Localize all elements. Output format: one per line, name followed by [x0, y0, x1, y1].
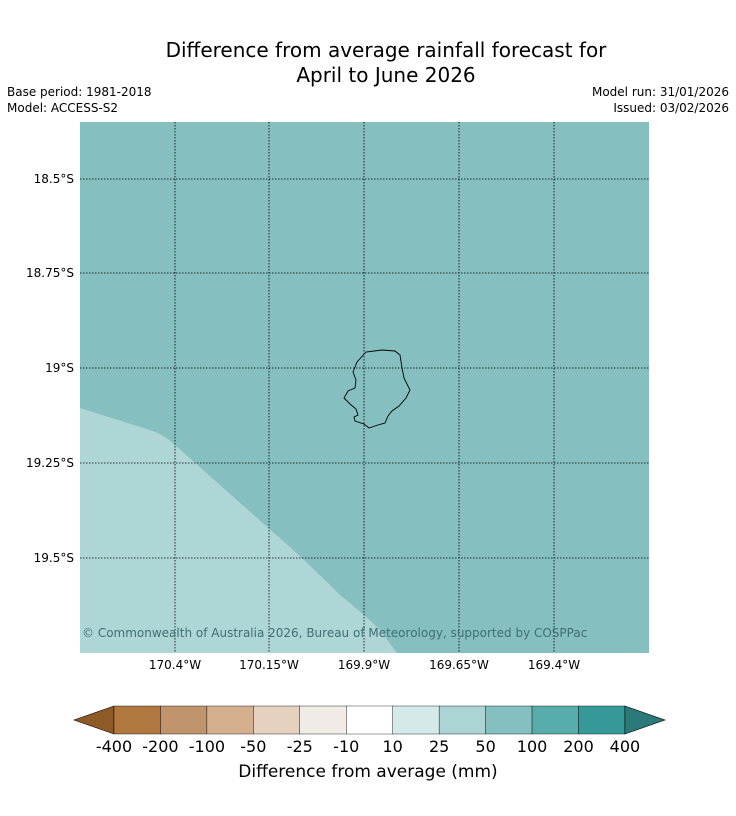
lat-label-4: 19.25°S — [26, 456, 74, 470]
colorbar-segment — [299, 705, 347, 735]
colorbar-segment — [485, 705, 533, 735]
colorbar — [73, 705, 666, 735]
colorbar-tick-label: -100 — [188, 737, 226, 756]
lower-left-region — [80, 408, 397, 653]
colorbar-segment — [531, 705, 579, 735]
colorbar-tick-label: -10 — [333, 737, 360, 756]
title-line-2: April to June 2026 — [296, 63, 476, 87]
lon-label-5: 169.4°W — [527, 658, 581, 672]
colorbar-tick-label: 200 — [563, 737, 594, 756]
issued-date: Issued: 03/02/2026 — [613, 101, 729, 115]
lon-label-3: 169.9°W — [337, 658, 391, 672]
model-run: Model run: 31/01/2026 — [591, 85, 729, 99]
colorbar-extend-low — [73, 705, 115, 735]
gridlines — [80, 122, 649, 653]
colorbar-tick-label: -25 — [286, 737, 313, 756]
base-period: Base period: 1981-2018 — [7, 85, 152, 99]
colorbar-tick-label: -400 — [95, 737, 133, 756]
colorbar-segment — [438, 705, 486, 735]
copyright-notice: © Commonwealth of Australia 2026, Bureau… — [82, 626, 588, 640]
chart-title: Difference from average rainfall forecas… — [0, 38, 736, 88]
lat-label-5: 19.5°S — [33, 551, 74, 565]
lat-label-2: 18.75°S — [26, 266, 74, 280]
lon-label-1: 170.4°W — [148, 658, 202, 672]
lat-label-1: 18.5°S — [33, 172, 74, 186]
colorbar-tick-label: -200 — [142, 737, 179, 756]
colorbar-tick-label: -50 — [240, 737, 267, 756]
title-line-1: Difference from average rainfall forecas… — [165, 38, 607, 62]
colorbar-tick-label: 25 — [428, 737, 450, 756]
colorbar-tick-label: 50 — [475, 737, 496, 756]
colorbar-segment — [346, 705, 393, 735]
lon-label-2: 170.15°W — [239, 658, 299, 672]
colorbar-tick-label: 400 — [609, 737, 641, 756]
island-outline — [343, 349, 411, 429]
colorbar-segment — [392, 705, 440, 735]
lon-label-4: 169.65°W — [429, 658, 489, 672]
meta-right: Model run: 31/01/2026 Issued: 03/02/2026 — [592, 84, 729, 116]
colorbar-extend-high — [624, 705, 666, 735]
meta-left: Base period: 1981-2018 Model: ACCESS-S2 — [7, 84, 152, 116]
colorbar-segment — [206, 705, 254, 735]
colorbar-tick-label: 100 — [516, 737, 548, 756]
colorbar-segment — [160, 705, 208, 735]
colorbar-segment — [253, 705, 301, 735]
lat-label-3: 19°S — [45, 361, 74, 375]
model-name: Model: ACCESS-S2 — [7, 101, 119, 115]
colorbar-title: Difference from average (mm) — [238, 762, 498, 782]
colorbar-tick-label: 10 — [382, 737, 403, 756]
colorbar-segment — [578, 705, 626, 735]
colorbar-segment — [113, 705, 161, 735]
